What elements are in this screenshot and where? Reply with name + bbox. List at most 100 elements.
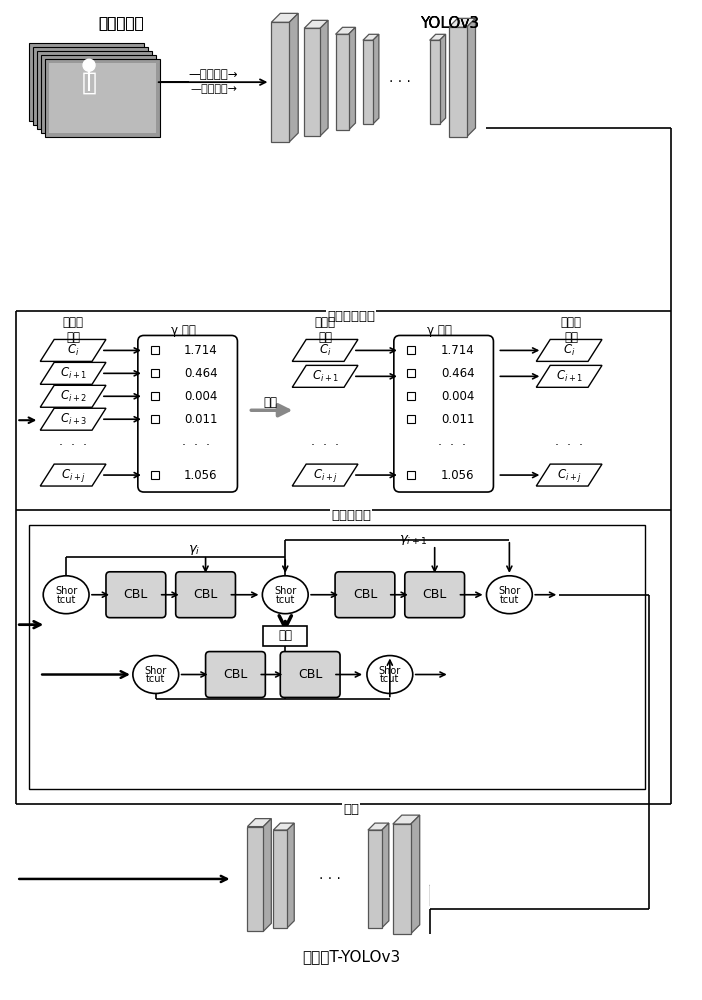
Text: $C_{i+2}$: $C_{i+2}$: [60, 389, 86, 404]
Bar: [368, 830, 382, 928]
FancyBboxPatch shape: [206, 652, 265, 697]
Bar: [406, 346, 415, 354]
Text: $C_{i+1}$: $C_{i+1}$: [60, 366, 86, 381]
Text: $\gamma_i$: $\gamma_i$: [188, 543, 201, 557]
Bar: [151, 415, 159, 423]
Bar: [304, 28, 320, 136]
Bar: [151, 369, 159, 377]
Text: ·  ·  ·: · · ·: [311, 439, 339, 452]
Polygon shape: [348, 27, 355, 130]
Polygon shape: [536, 339, 602, 361]
Bar: [430, 40, 439, 124]
Text: 👤: 👤: [81, 70, 97, 94]
FancyBboxPatch shape: [394, 335, 494, 492]
Text: 输入特
征图: 输入特 征图: [62, 316, 84, 344]
Text: 输出特
征图: 输出特 征图: [561, 316, 582, 344]
Bar: [406, 369, 415, 377]
Polygon shape: [271, 13, 298, 22]
Text: 1.056: 1.056: [441, 469, 475, 482]
Text: tcut: tcut: [380, 675, 399, 685]
Text: ·  ·  ·: · · ·: [555, 439, 583, 452]
FancyBboxPatch shape: [405, 572, 465, 618]
Bar: [33, 47, 140, 117]
Bar: [151, 392, 159, 400]
Text: 1.056: 1.056: [184, 469, 218, 482]
Bar: [449, 27, 467, 137]
Text: —基础训练→: —基础训练→: [190, 84, 237, 94]
Circle shape: [83, 59, 95, 71]
Bar: [41, 55, 156, 133]
Text: 0.011: 0.011: [441, 413, 475, 426]
Polygon shape: [287, 823, 294, 928]
Bar: [37, 51, 152, 129]
Polygon shape: [411, 815, 420, 934]
Text: tcut: tcut: [276, 595, 295, 605]
Bar: [273, 830, 287, 928]
Text: ·  ·  ·: · · ·: [437, 439, 465, 452]
Text: YOLOv3: YOLOv3: [420, 16, 479, 31]
Text: 0.464: 0.464: [441, 367, 475, 380]
Bar: [406, 415, 415, 423]
Bar: [151, 471, 159, 479]
Text: $C_i$: $C_i$: [319, 343, 331, 358]
Text: tcut: tcut: [500, 595, 519, 605]
Polygon shape: [536, 464, 602, 486]
Text: YOLOv3: YOLOv3: [420, 16, 479, 31]
Polygon shape: [263, 819, 271, 931]
Bar: [41, 55, 148, 125]
Polygon shape: [336, 27, 355, 34]
Text: 轻量级T-YOLOv3: 轻量级T-YOLOv3: [302, 949, 400, 964]
Text: $\gamma_{i+1}$: $\gamma_{i+1}$: [399, 533, 428, 547]
Bar: [45, 59, 152, 129]
Text: 剪枝: 剪枝: [263, 396, 277, 409]
Text: Shor: Shor: [145, 666, 167, 676]
Text: CBL: CBL: [353, 588, 377, 601]
Text: 0.004: 0.004: [441, 390, 475, 403]
Polygon shape: [363, 34, 379, 40]
Text: ·  ·  ·: · · ·: [59, 439, 87, 452]
Text: 输入特
征图: 输入特 征图: [314, 316, 336, 344]
Polygon shape: [273, 823, 294, 830]
Text: $C_i$: $C_i$: [563, 343, 576, 358]
Text: Shor: Shor: [498, 586, 520, 596]
Bar: [271, 22, 289, 142]
Text: 通道剪枝训练: 通道剪枝训练: [327, 310, 375, 323]
Text: CBL: CBL: [223, 668, 248, 681]
Text: · · ·: · · ·: [389, 75, 411, 89]
Polygon shape: [292, 464, 358, 486]
Bar: [336, 34, 348, 130]
Text: 1.714: 1.714: [184, 344, 218, 357]
Polygon shape: [320, 20, 328, 136]
Polygon shape: [40, 385, 106, 407]
Text: 0.011: 0.011: [184, 413, 218, 426]
Polygon shape: [430, 34, 446, 40]
Polygon shape: [439, 34, 446, 124]
Text: $C_{i+j}$: $C_{i+j}$: [312, 467, 338, 484]
Text: —基础训练→: —基础训练→: [189, 68, 239, 81]
Text: CBL: CBL: [423, 588, 447, 601]
Polygon shape: [467, 18, 475, 137]
Bar: [29, 43, 144, 121]
Text: YOLOv3: YOLOv3: [420, 16, 479, 31]
Text: $C_{i+3}$: $C_{i+3}$: [60, 412, 86, 427]
Text: tcut: tcut: [56, 595, 76, 605]
Bar: [406, 392, 415, 400]
Text: CBL: CBL: [124, 588, 148, 601]
Polygon shape: [292, 365, 358, 387]
Text: $C_{i+j}$: $C_{i+j}$: [557, 467, 581, 484]
Text: Shor: Shor: [274, 586, 296, 596]
Text: 剪枝: 剪枝: [278, 629, 292, 642]
Text: 人体数据集: 人体数据集: [98, 16, 144, 31]
Bar: [363, 40, 373, 124]
Text: 层剪枝训练: 层剪枝训练: [331, 509, 371, 522]
Polygon shape: [40, 464, 106, 486]
Polygon shape: [289, 13, 298, 142]
Bar: [151, 346, 159, 354]
Ellipse shape: [367, 656, 413, 693]
Ellipse shape: [133, 656, 179, 693]
Bar: [33, 47, 148, 125]
Text: ·  ·  ·: · · ·: [182, 439, 210, 452]
Text: $C_i$: $C_i$: [67, 343, 79, 358]
Text: 1.714: 1.714: [441, 344, 475, 357]
Text: $C_{i+1}$: $C_{i+1}$: [312, 369, 338, 384]
